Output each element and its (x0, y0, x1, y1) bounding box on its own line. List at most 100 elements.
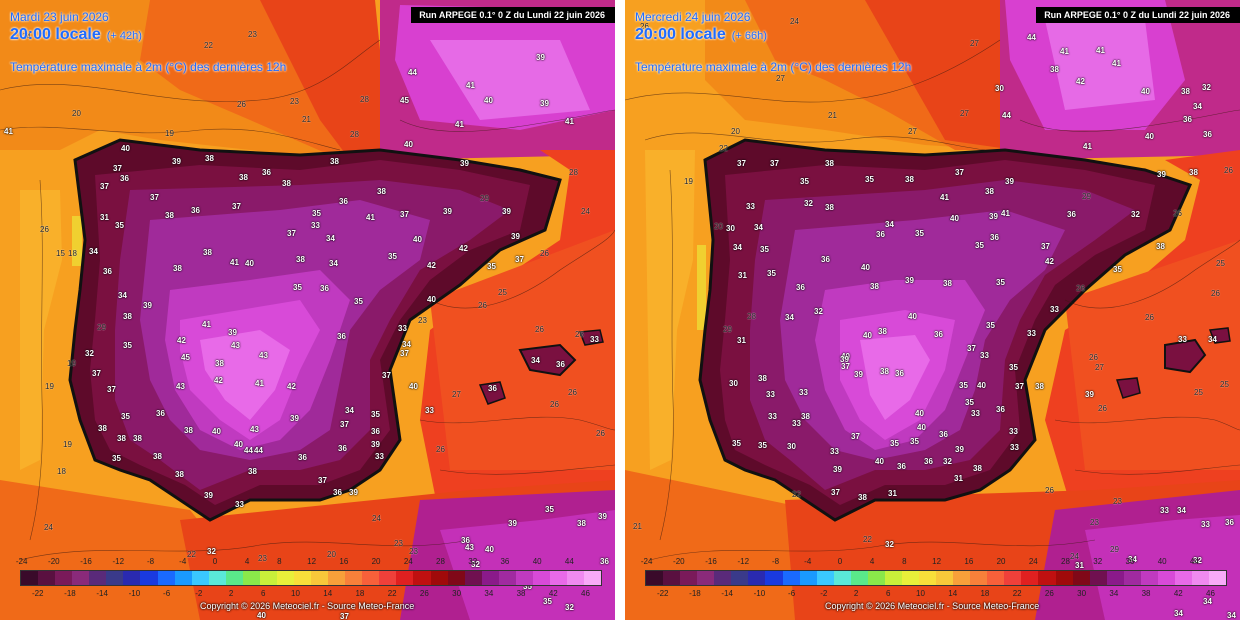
scale-segment (89, 571, 107, 585)
temperature-value: 33 (799, 388, 808, 397)
temperature-value: 41 (202, 320, 211, 329)
temperature-value: 36 (298, 453, 307, 462)
scale-segment (413, 571, 431, 585)
scale-segment (901, 571, 919, 585)
scale-tick-label: 46 (1206, 589, 1215, 598)
temperature-value: 33 (830, 447, 839, 456)
scale-segment (242, 571, 260, 585)
scale-segment (1021, 571, 1039, 585)
temperature-value: 20 (731, 127, 740, 136)
temperature-value: 39 (349, 488, 358, 497)
temperature-value: 31 (954, 474, 963, 483)
temperature-value: 41 (1060, 47, 1069, 56)
temperature-value: 39 (443, 207, 452, 216)
temperature-value: 20 (72, 109, 81, 118)
scale-segment (833, 571, 851, 585)
temperature-value: 38 (205, 154, 214, 163)
color-scale (20, 570, 602, 586)
temperature-value: 35 (986, 321, 995, 330)
temperature-value: 24 (1070, 552, 1079, 561)
temperature-value: 38 (203, 248, 212, 257)
scale-tick-label: -2 (195, 589, 203, 598)
scale-segment (1089, 571, 1107, 585)
temperature-value: 42 (1076, 77, 1085, 86)
scale-tick-label: 30 (1077, 589, 1087, 598)
scale-segment (157, 571, 175, 585)
scale-tick-label: -6 (788, 589, 796, 598)
map-panel-day1: 24 22 23 23 26 28 28 20 19 21 41 40 39 37 38 38 44 41 40 39… (0, 0, 615, 620)
temperature-value: 38 (758, 374, 767, 383)
temperature-value: 35 (1009, 363, 1018, 372)
temperature-value: 35 (890, 439, 899, 448)
temperature-value: 26 (596, 429, 605, 438)
temperature-value: 34 (329, 259, 338, 268)
temperature-value: 38 (153, 452, 162, 461)
temperature-value: 34 (89, 247, 98, 256)
scale-tick-label: 22 (1012, 589, 1022, 598)
temperature-value: 35 (545, 505, 554, 514)
temperature-value: 36 (461, 536, 470, 545)
temperature-value: 41 (565, 117, 574, 126)
scale-tick-label: 44 (564, 557, 574, 566)
scale-tick-label: 6 (261, 589, 266, 598)
temperature-value: 36 (934, 330, 943, 339)
temperature-value: 33 (425, 406, 434, 415)
temperature-value: 39 (955, 445, 964, 454)
temperature-value: 35 (865, 175, 874, 184)
temperature-value: 33 (766, 390, 775, 399)
temperature-value: 40 (875, 457, 884, 466)
forecast-time: 20:00 locale (+ 42h) (10, 26, 142, 44)
scale-segment (379, 571, 397, 585)
scale-segment (259, 571, 277, 585)
temperature-value: 38 (985, 187, 994, 196)
scale-ticks-bottom: -22 -18 -14 -10 -6 -2 2 6 10 14 18 22 26 30 34 38 42 46 (20, 589, 600, 601)
scale-tick-label: -16 (705, 557, 717, 566)
temperature-value: 27 (452, 390, 461, 399)
temperature-value: 32 (804, 199, 813, 208)
temperature-value: 37 (318, 476, 327, 485)
field-title: Température maximale à 2m (°C) des derni… (635, 60, 912, 74)
scale-tick-label: 4 (244, 557, 250, 566)
temperature-value: 26 (540, 249, 549, 258)
scale-segment (276, 571, 294, 585)
scale-tick-label: 10 (291, 589, 300, 598)
scale-segment (782, 571, 800, 585)
temperature-value: 39 (508, 519, 517, 528)
scale-tick-label: 16 (964, 557, 974, 566)
temperature-value: 22 (187, 550, 196, 559)
temperature-value: 32 (1202, 83, 1211, 92)
temperature-value: 37 (400, 349, 409, 358)
temperature-value: 23 (418, 316, 427, 325)
map-panel-day2: 26 24 27 27 21 30 20 22 27 27 44 41 38 41 42 41 40 44 40 41… (625, 0, 1240, 620)
scale-segment (72, 571, 90, 585)
scale-tick-label: 24 (403, 557, 413, 566)
scale-segment (191, 571, 209, 585)
scale-segment (1123, 571, 1141, 585)
scale-segment (748, 571, 766, 585)
temperature-value: 37 (851, 432, 860, 441)
scale-tick-label: 42 (1173, 589, 1183, 598)
temperature-value: 32 (1131, 210, 1140, 219)
temperature-value: 37 (92, 369, 101, 378)
temperature-value: 38 (858, 493, 867, 502)
temperature-value: 38 (133, 434, 142, 443)
temperature-value: 38 (173, 264, 182, 273)
temperature-value: 40 (863, 331, 872, 340)
temperature-value: 38 (184, 426, 193, 435)
temperature-value: 26 (1089, 353, 1098, 362)
temperature-value: 39 (598, 512, 607, 521)
temperature-value: 26 (237, 100, 246, 109)
temperature-value: 39 (905, 276, 914, 285)
temperature-value: 34 (118, 291, 127, 300)
temperature-value: 38 (248, 467, 257, 476)
temperature-value: 26 (568, 388, 577, 397)
temperature-value: 26 (1098, 404, 1107, 413)
temperature-value: 37 (515, 255, 524, 264)
temperature-value: 36 (556, 360, 565, 369)
temperature-value: 36 (939, 430, 948, 439)
temperature-value: 34 (1174, 609, 1183, 618)
temperature-value: 40 (908, 312, 917, 321)
temperature-value: 33 (1009, 427, 1018, 436)
temperature-value: 39 (833, 465, 842, 474)
temperature-value: 20 (714, 222, 723, 231)
